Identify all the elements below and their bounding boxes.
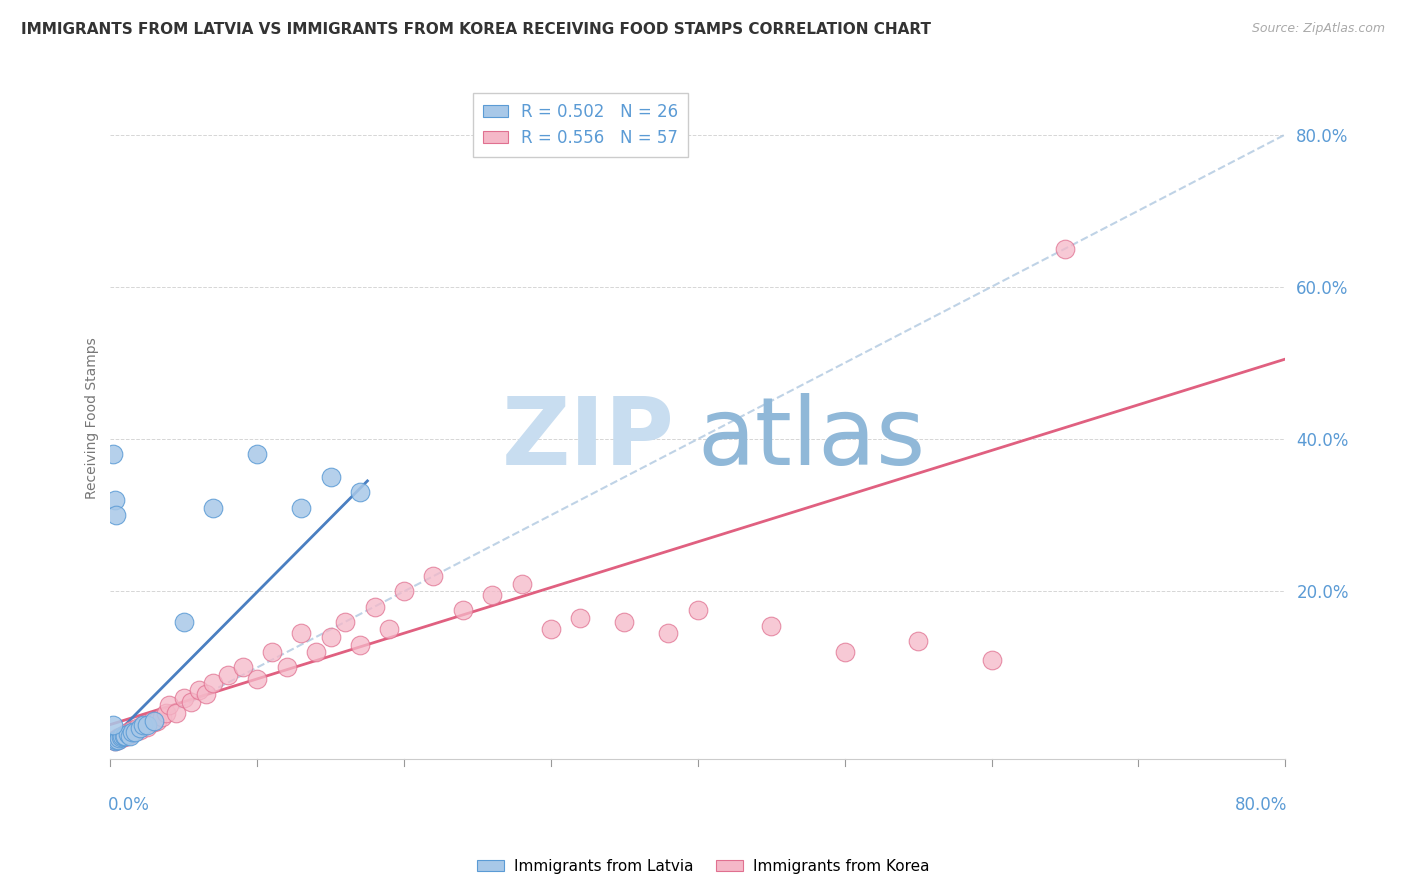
- Point: [110, 731, 132, 746]
- Point: [112, 730, 135, 744]
- Point: [105, 508, 128, 523]
- Point: [232, 660, 254, 674]
- Point: [150, 710, 173, 724]
- Point: [194, 687, 217, 701]
- Point: [105, 731, 128, 746]
- Text: Source: ZipAtlas.com: Source: ZipAtlas.com: [1251, 22, 1385, 36]
- Point: [114, 729, 136, 743]
- Point: [202, 500, 225, 515]
- Point: [1053, 242, 1076, 256]
- Point: [103, 447, 125, 461]
- Point: [108, 731, 131, 745]
- Point: [114, 727, 136, 741]
- Point: [335, 615, 357, 629]
- Point: [143, 714, 166, 728]
- Point: [110, 731, 132, 745]
- Point: [217, 668, 239, 682]
- Point: [157, 698, 180, 713]
- Point: [180, 695, 202, 709]
- Point: [569, 611, 592, 625]
- Point: [378, 623, 401, 637]
- Point: [146, 714, 169, 728]
- Legend: R = 0.502   N = 26, R = 0.556   N = 57: R = 0.502 N = 26, R = 0.556 N = 57: [472, 93, 688, 157]
- Point: [104, 733, 127, 747]
- Point: [118, 727, 141, 741]
- Legend: Immigrants from Latvia, Immigrants from Korea: Immigrants from Latvia, Immigrants from …: [471, 853, 935, 880]
- Point: [657, 626, 679, 640]
- Point: [319, 470, 342, 484]
- Point: [907, 633, 929, 648]
- Text: 80.0%: 80.0%: [1236, 797, 1288, 814]
- Point: [115, 729, 138, 743]
- Point: [260, 645, 283, 659]
- Point: [141, 714, 163, 728]
- Point: [104, 492, 127, 507]
- Point: [510, 576, 533, 591]
- Point: [187, 683, 209, 698]
- Point: [349, 638, 371, 652]
- Point: [246, 447, 269, 461]
- Point: [155, 706, 177, 720]
- Point: [107, 732, 129, 747]
- Point: [111, 729, 134, 743]
- Point: [319, 630, 342, 644]
- Text: ZIP: ZIP: [502, 392, 675, 484]
- Point: [686, 603, 709, 617]
- Point: [124, 725, 146, 739]
- Point: [118, 729, 141, 743]
- Point: [349, 485, 371, 500]
- Point: [104, 734, 127, 748]
- Point: [132, 717, 155, 731]
- Point: [143, 715, 166, 730]
- Text: 0.0%: 0.0%: [108, 797, 150, 814]
- Point: [112, 729, 135, 743]
- Point: [451, 603, 474, 617]
- Point: [108, 731, 131, 746]
- Point: [834, 645, 856, 659]
- Point: [121, 723, 143, 737]
- Point: [980, 653, 1002, 667]
- Point: [117, 727, 139, 741]
- Point: [173, 690, 195, 705]
- Point: [481, 588, 503, 602]
- Point: [117, 725, 139, 739]
- Text: atlas: atlas: [697, 392, 927, 484]
- Point: [392, 584, 415, 599]
- Point: [364, 599, 387, 614]
- Point: [128, 723, 150, 737]
- Point: [125, 722, 148, 736]
- Point: [540, 623, 562, 637]
- Point: [105, 732, 128, 747]
- Point: [290, 626, 312, 640]
- Point: [103, 717, 125, 731]
- Y-axis label: Receiving Food Stamps: Receiving Food Stamps: [86, 337, 100, 499]
- Point: [166, 706, 188, 720]
- Point: [613, 615, 636, 629]
- Point: [136, 717, 159, 731]
- Point: [246, 672, 269, 686]
- Point: [107, 732, 129, 747]
- Point: [761, 618, 783, 632]
- Text: IMMIGRANTS FROM LATVIA VS IMMIGRANTS FROM KOREA RECEIVING FOOD STAMPS CORRELATIO: IMMIGRANTS FROM LATVIA VS IMMIGRANTS FRO…: [21, 22, 931, 37]
- Point: [122, 725, 145, 739]
- Point: [202, 675, 225, 690]
- Point: [136, 720, 159, 734]
- Point: [305, 645, 328, 659]
- Point: [121, 725, 143, 739]
- Point: [120, 726, 142, 740]
- Point: [128, 722, 150, 736]
- Point: [290, 500, 312, 515]
- Point: [111, 729, 134, 743]
- Point: [276, 660, 298, 674]
- Point: [173, 615, 195, 629]
- Point: [422, 569, 444, 583]
- Point: [132, 717, 155, 731]
